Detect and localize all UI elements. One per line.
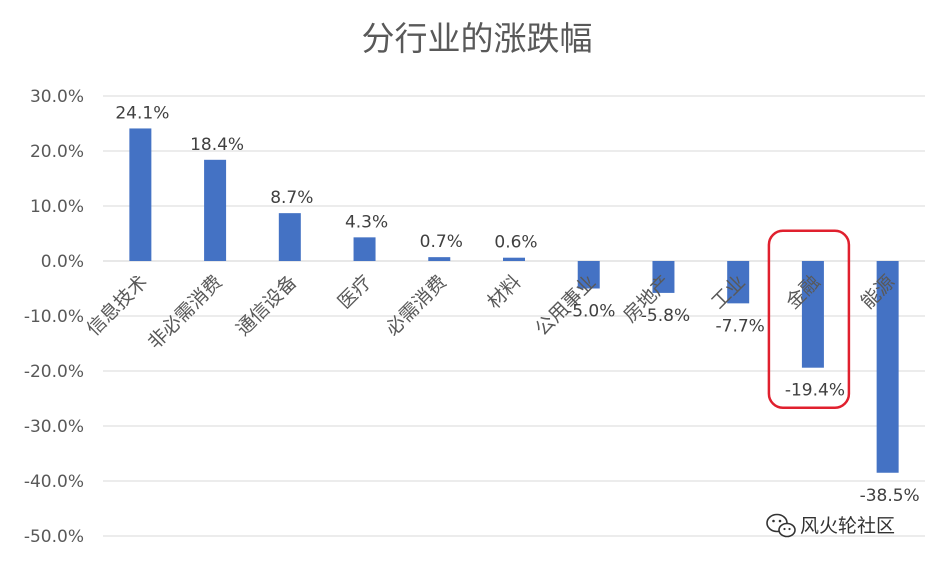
data-labels: 24.1% 18.4% 8.7% 4.3% 0.7% 0.6% -5.0% -5.8% -7.7… (115, 103, 919, 505)
data-label: -19.4% (785, 381, 845, 401)
y-tick-label: 0.0% (41, 252, 84, 272)
bar (204, 159, 227, 261)
data-label: 0.6% (494, 233, 537, 253)
category-label: 医疗 (334, 271, 376, 313)
y-tick-label: 30.0% (30, 87, 84, 107)
bar (876, 261, 899, 473)
y-tick-label: -20.0% (24, 362, 84, 382)
chart-title: 分行业的涨跌幅 (362, 19, 593, 58)
bar (577, 261, 600, 289)
y-tick-label: 10.0% (30, 197, 84, 217)
category-label: 通信设备 (232, 271, 301, 340)
highlight-box (767, 229, 851, 409)
y-tick-label: -10.0% (24, 307, 84, 327)
watermark-text: 风火轮社区 (800, 515, 895, 537)
category-label: 信息技术 (83, 271, 152, 340)
y-axis-tick-labels: 30.0% 20.0% 10.0% 0.0% -10.0% -20.0% -30.0% -40… (24, 87, 84, 547)
data-label: -5.8% (641, 306, 690, 326)
data-label: -5.0% (566, 302, 615, 322)
y-tick-label: -40.0% (24, 472, 84, 492)
bar (652, 261, 675, 293)
bar (727, 261, 750, 304)
bar (801, 261, 824, 368)
category-label: 非必需消费 (144, 271, 227, 354)
y-tick-label: -30.0% (24, 417, 84, 437)
bar (503, 257, 525, 261)
bar (278, 213, 301, 261)
data-label: 24.1% (115, 103, 169, 123)
bar (353, 237, 376, 261)
category-label: 材料 (483, 271, 525, 313)
data-label: 0.7% (420, 232, 463, 252)
data-label: -7.7% (716, 316, 765, 336)
y-tick-label: -50.0% (24, 527, 84, 547)
category-label: 必需消费 (382, 271, 451, 340)
watermark: 风火轮社区 (766, 513, 895, 538)
bar (129, 128, 152, 261)
data-label: 8.7% (270, 188, 313, 208)
wechat-icon (766, 513, 796, 538)
bar (428, 257, 451, 261)
data-label: 4.3% (345, 212, 388, 232)
data-label: -38.5% (860, 486, 920, 506)
data-label: 18.4% (190, 135, 244, 155)
grid-lines (103, 95, 925, 537)
y-tick-label: 20.0% (30, 142, 84, 162)
bars (129, 128, 899, 473)
